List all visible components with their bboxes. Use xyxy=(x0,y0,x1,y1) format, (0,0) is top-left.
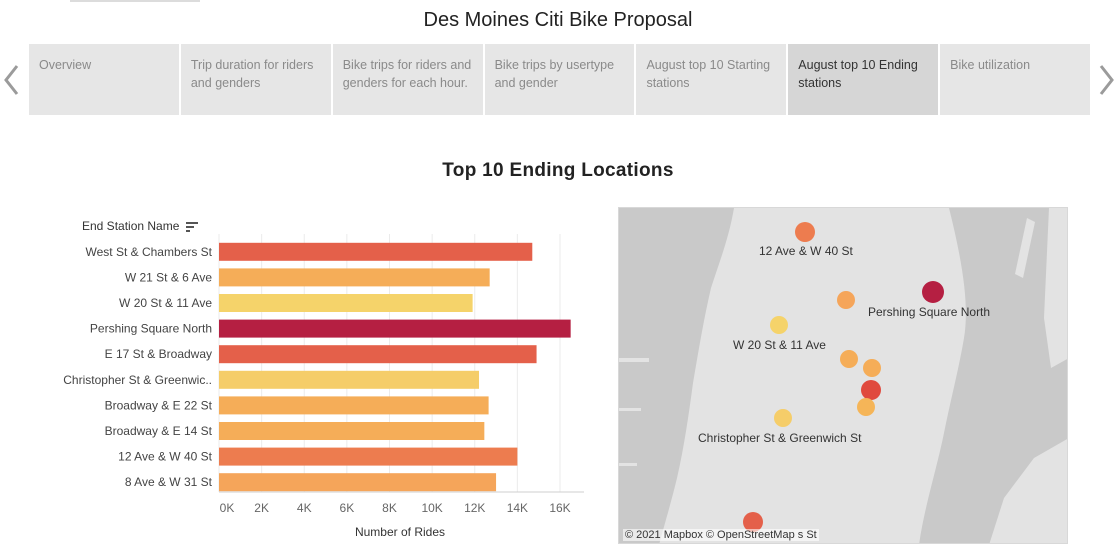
x-tick-label: 14K xyxy=(507,501,528,515)
tab-starting-stations[interactable]: August top 10 Starting stations xyxy=(636,44,787,115)
chart-title: Top 10 Ending Locations xyxy=(442,160,674,181)
station-marker[interactable] xyxy=(795,222,815,242)
map-attribution[interactable]: © 2021 Mapbox © OpenStreetMap s St xyxy=(623,529,819,541)
x-tick-label: 2K xyxy=(254,501,269,515)
station-marker[interactable] xyxy=(743,512,763,532)
next-arrow-icon[interactable] xyxy=(1096,62,1116,98)
x-tick-label: 4K xyxy=(297,501,312,515)
bar[interactable] xyxy=(219,294,473,312)
station-marker[interactable] xyxy=(774,409,792,427)
station-marker[interactable] xyxy=(861,380,881,400)
top-border xyxy=(0,0,1116,2)
x-axis-title: Number of Rides xyxy=(354,525,446,539)
x-tick-label: 0K xyxy=(220,501,235,515)
tab-ending-stations[interactable]: August top 10 Ending stations xyxy=(788,44,939,115)
map-label: 12 Ave & W 40 St xyxy=(759,244,853,258)
bar[interactable] xyxy=(219,319,571,338)
station-marker[interactable] xyxy=(922,281,944,303)
station-marker[interactable] xyxy=(840,350,858,368)
x-tick-label: 8K xyxy=(382,501,397,515)
bar[interactable] xyxy=(219,447,518,466)
category-label: W 20 St & 11 Ave xyxy=(119,296,212,310)
category-label: Christopher St & Greenwic.. xyxy=(63,373,212,387)
category-label: 12 Ave & W 40 St xyxy=(118,450,212,464)
border-segment xyxy=(70,0,200,2)
tab-bike-trips-hour[interactable]: Bike trips for riders and genders for ea… xyxy=(332,44,483,115)
station-marker[interactable] xyxy=(837,291,855,309)
tab-bike-utilization[interactable]: Bike utilization xyxy=(940,44,1091,115)
bar[interactable] xyxy=(219,396,489,415)
category-label: West St & Chambers St xyxy=(86,245,213,259)
category-label: Pershing Square North xyxy=(90,322,212,336)
station-marker[interactable] xyxy=(863,359,881,377)
bar[interactable] xyxy=(219,242,533,261)
category-axis-title: End Station Name xyxy=(82,219,180,233)
x-tick-label: 16K xyxy=(549,501,570,515)
category-label: W 21 St & 6 Ave xyxy=(125,270,212,284)
category-label: Broadway & E 22 St xyxy=(105,398,213,412)
tab-trip-duration[interactable]: Trip duration for riders and genders xyxy=(180,44,331,115)
tab-bike-trips-usertype[interactable]: Bike trips by usertype and gender xyxy=(484,44,635,115)
bar-chart: West St & Chambers St W 21 St & 6 Ave W 20… xyxy=(63,234,584,515)
partial-label: s St xyxy=(797,529,817,541)
story-tabs: Overview Trip duration for riders and ge… xyxy=(29,44,1091,115)
station-map[interactable]: 12 Ave & W 40 St Pershing Square North W… xyxy=(618,207,1068,544)
bar[interactable] xyxy=(219,268,490,287)
x-tick-label: 10K xyxy=(421,501,442,515)
x-tick-label: 6K xyxy=(340,501,355,515)
x-tick-label: 12K xyxy=(464,501,485,515)
map-basemap xyxy=(619,208,1067,543)
bar[interactable] xyxy=(219,422,485,440)
previous-arrow-icon[interactable] xyxy=(2,62,22,98)
bar[interactable] xyxy=(219,370,480,389)
map-label: Pershing Square North xyxy=(868,305,991,319)
category-label: 8 Ave & W 31 St xyxy=(125,475,213,489)
tab-overview[interactable]: Overview xyxy=(29,44,179,115)
bar[interactable] xyxy=(219,345,537,364)
story-title: Des Moines Citi Bike Proposal xyxy=(423,9,693,31)
bar[interactable] xyxy=(219,473,497,492)
sort-icon[interactable] xyxy=(186,222,198,232)
station-marker[interactable] xyxy=(857,398,875,416)
map-label: W 20 St & 11 Ave xyxy=(733,338,826,352)
attribution-text: © 2021 Mapbox © OpenStreetMap xyxy=(625,529,795,541)
station-marker[interactable] xyxy=(770,316,788,334)
category-label: E 17 St & Broadway xyxy=(105,347,212,361)
category-label: Broadway & E 14 St xyxy=(105,424,213,438)
map-label: Christopher St & Greenwich St xyxy=(698,431,862,445)
